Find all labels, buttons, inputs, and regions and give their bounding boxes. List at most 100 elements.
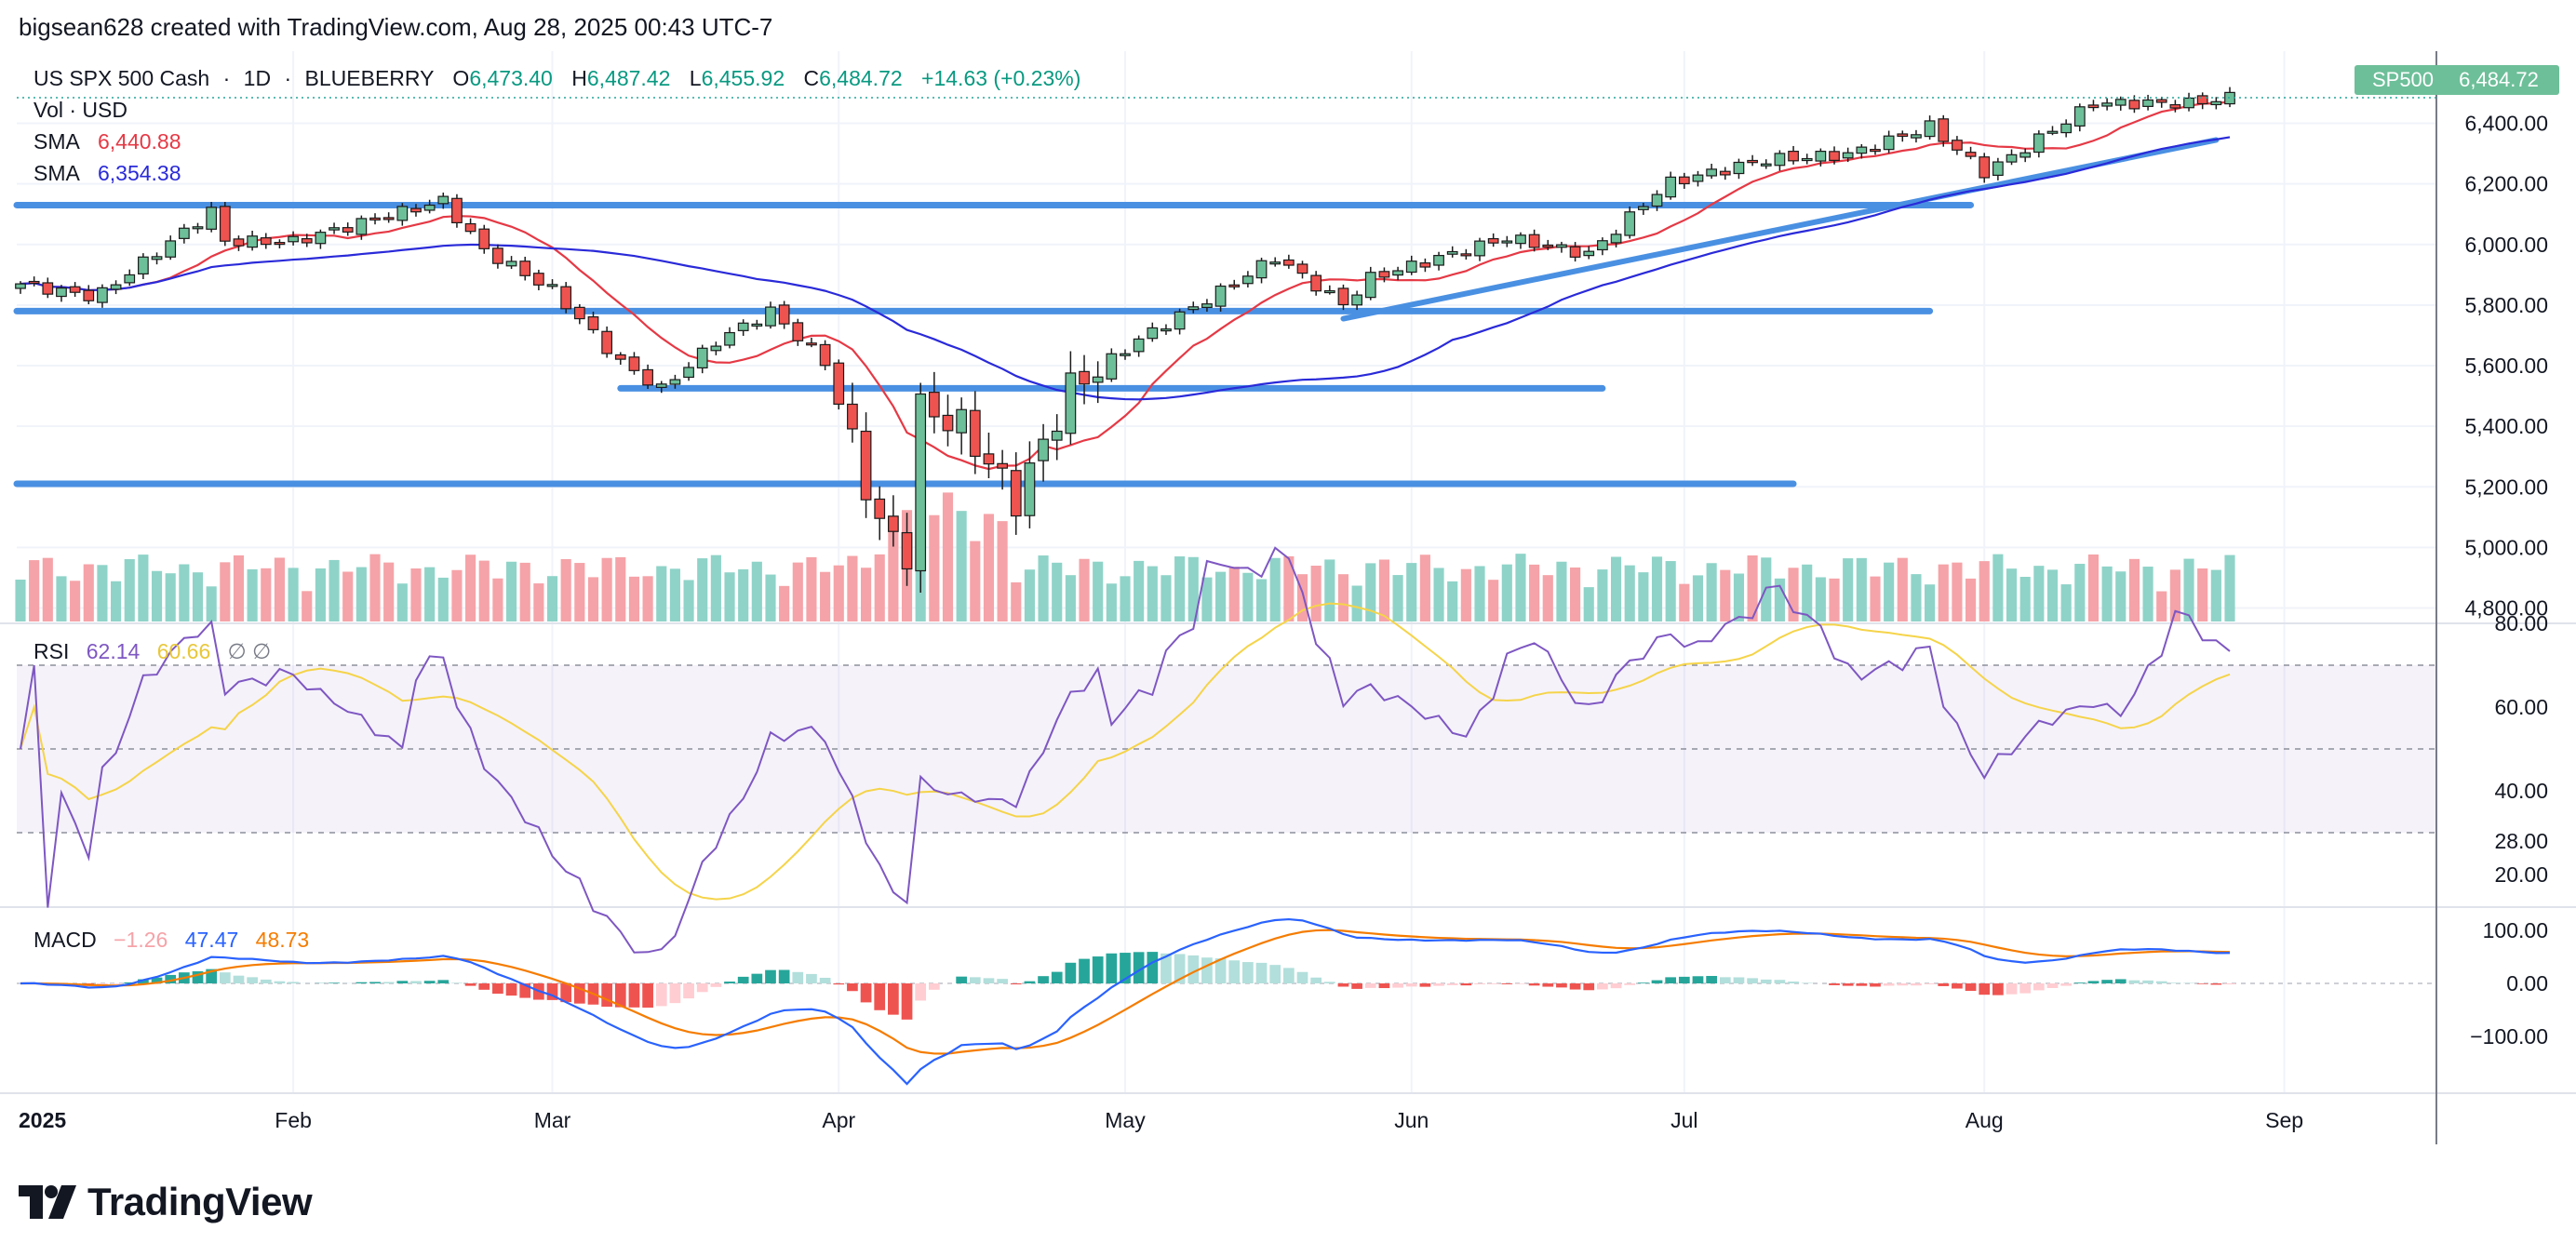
candle-body — [1147, 327, 1159, 340]
volume-bar — [1460, 568, 1471, 621]
rsi-tick-label: 28.00 — [2494, 829, 2548, 853]
macd-histogram-bar — [1515, 983, 1526, 984]
candle-body — [1678, 176, 1690, 185]
macd-histogram-bar — [329, 982, 340, 983]
candle — [983, 433, 995, 478]
candle — [942, 394, 954, 447]
volume-bar — [315, 568, 326, 621]
volume-bar — [2183, 558, 2194, 621]
candle — [806, 337, 817, 348]
candle — [1610, 229, 1622, 247]
macd-histogram-bar — [1897, 983, 1909, 986]
candle — [860, 412, 872, 518]
candle — [1938, 114, 1950, 147]
candle-body — [560, 286, 572, 310]
macd-histogram-bar — [819, 977, 831, 983]
candle-body — [2169, 103, 2181, 109]
volume-bar — [15, 580, 26, 621]
volume-bar — [396, 583, 408, 621]
candle — [1665, 171, 1677, 200]
candle-body — [2006, 154, 2018, 163]
volume-bar — [1174, 556, 1186, 621]
macd-histogram-bar — [874, 983, 886, 1010]
volume-bar — [697, 558, 708, 621]
macd-histogram-bar — [1214, 958, 1227, 983]
candle — [1651, 190, 1663, 211]
candle — [1965, 146, 1977, 160]
macd-histogram-bar — [1419, 983, 1431, 987]
volume-bar — [1351, 585, 1362, 621]
candle-body — [260, 237, 272, 246]
price-tick-label: 5,400.00 — [2464, 414, 2548, 438]
candle — [1733, 158, 1745, 180]
candle-body — [1992, 161, 2004, 176]
volume-bar — [56, 576, 67, 621]
candle — [1296, 261, 1308, 279]
volume-bar — [465, 555, 476, 621]
macd-histogram-bar — [1788, 982, 1799, 983]
volume-bar — [738, 568, 749, 621]
macd-histogram-bar — [97, 983, 108, 985]
candle-body — [423, 204, 436, 211]
macd-histogram-bar — [1323, 982, 1335, 983]
macd-histogram-bar — [1856, 983, 1868, 986]
candle — [1269, 257, 1281, 267]
candle-body — [1938, 118, 1950, 142]
volume-bar — [29, 560, 40, 621]
candle — [1719, 167, 1731, 180]
volume-bar — [546, 576, 558, 621]
macd-histogram-bar — [2101, 980, 2113, 983]
rsi-tick-label: 20.00 — [2494, 862, 2548, 887]
macd-histogram-bar — [274, 981, 286, 983]
volume-bar — [956, 511, 967, 621]
candle-body — [519, 261, 531, 276]
candle-body — [1161, 328, 1172, 332]
volume-bar — [533, 583, 544, 621]
legend-high: 6,487.42 — [587, 66, 671, 90]
candle-body — [874, 498, 886, 519]
macd-histogram-bar — [2210, 983, 2222, 985]
candles — [15, 87, 2436, 593]
macd-histogram-bar — [1829, 983, 1840, 985]
volume-bar — [669, 568, 680, 621]
candle-body — [1597, 240, 1608, 251]
candle-body — [1038, 438, 1049, 461]
macd-histogram-bar — [1965, 983, 1977, 992]
candle-body — [2196, 95, 2208, 105]
volume-bar — [1570, 567, 1581, 621]
tradingview-logo[interactable]: TradingView — [19, 1180, 313, 1224]
candle-body — [860, 430, 872, 501]
candle-body — [642, 368, 653, 386]
macd-histogram-bar — [165, 974, 177, 983]
candle-body — [1474, 240, 1485, 257]
volume-bar — [1733, 573, 1745, 621]
volume-bar — [806, 556, 817, 621]
candle — [928, 371, 940, 434]
candle-body — [1774, 153, 1786, 167]
candle — [1446, 246, 1458, 258]
candle-body — [2101, 102, 2113, 107]
legend-sep: · — [223, 66, 231, 90]
volume-bar — [1406, 563, 1417, 621]
macd-histogram-bar — [1692, 976, 1704, 983]
candle — [1106, 348, 1118, 382]
candle-body — [737, 322, 749, 331]
macd-histogram-bar — [1282, 968, 1295, 983]
x-tick-label: Jul — [1670, 1108, 1697, 1132]
candle-body — [1378, 271, 1390, 278]
rsi-ma-line — [20, 602, 2231, 901]
candle-body — [97, 287, 108, 303]
candle — [956, 397, 968, 455]
macd-histogram-bar — [1651, 980, 1663, 983]
volume-bar — [2101, 566, 2113, 621]
macd-histogram-bar — [573, 983, 585, 1004]
volume-bar — [83, 564, 94, 621]
volume-bar — [505, 561, 517, 621]
candle — [1147, 322, 1159, 342]
candle-body — [751, 323, 763, 327]
candle-body — [1788, 151, 1799, 162]
volume-bar — [2006, 568, 2018, 621]
candle-body — [1979, 156, 1991, 179]
candle-body — [1392, 270, 1403, 276]
